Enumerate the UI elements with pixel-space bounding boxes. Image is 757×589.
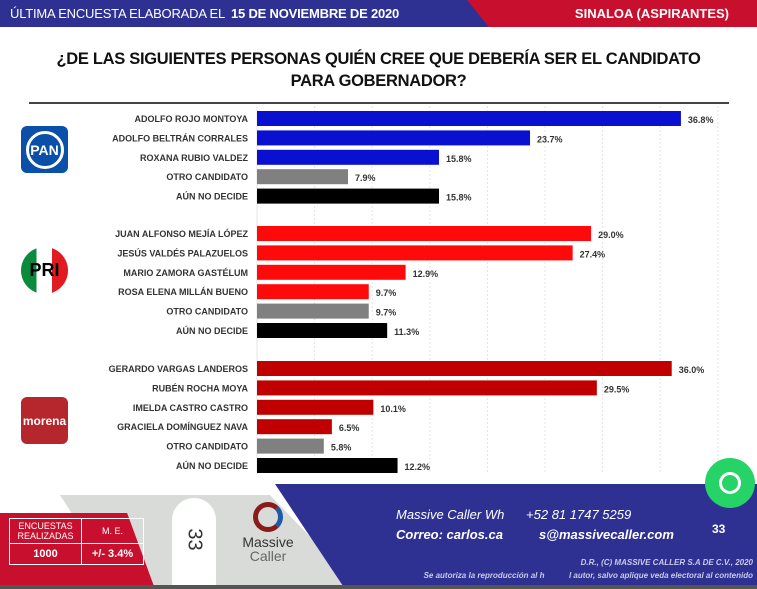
- bar-label: RUBÉN ROCHA MOYA: [152, 383, 248, 393]
- pri-logo: PRI: [21, 247, 68, 294]
- bar-label: OTRO CANDIDATO: [166, 442, 248, 452]
- whatsapp-icon[interactable]: [705, 458, 755, 508]
- bar: [257, 361, 672, 376]
- contact-info: Massive Caller Wh +52 81 1747 5259 Corre…: [396, 505, 674, 545]
- tab-page-number: 33: [183, 528, 206, 551]
- bar-label: AÚN NO DECIDE: [176, 460, 248, 471]
- data-label: 7.9%: [355, 173, 376, 183]
- bar: [257, 226, 592, 241]
- bar: [257, 169, 349, 185]
- bar: [257, 458, 398, 473]
- email: Correo: carlos.ca s@massivecaller.com: [396, 527, 674, 542]
- massive-caller-logo: Massive Caller: [238, 502, 298, 563]
- morena-logo: morena: [21, 397, 68, 444]
- bar: [257, 130, 531, 146]
- bar: [257, 111, 681, 126]
- bottom-bar: [0, 585, 757, 589]
- bar-label: ROSA ELENA MILLÁN BUENO: [118, 287, 248, 297]
- surveys-label: ENCUESTAS REALIZADAS: [9, 518, 82, 544]
- data-label: 12.9%: [413, 269, 439, 279]
- copyright: D.R., (C) MASSIVE CALLER S.A DE C.V., 20…: [313, 556, 753, 582]
- copyright-line: D.R., (C) MASSIVE CALLER S.A DE C.V., 20…: [580, 558, 753, 567]
- data-label: 9.7%: [376, 288, 397, 298]
- data-label: 10.1%: [380, 404, 406, 414]
- bar-label: JESÚS VALDÉS PALAZUELOS: [117, 247, 248, 258]
- bar: [257, 419, 332, 435]
- date-value: 15 DE NOVIEMBRE DE 2020: [231, 6, 400, 21]
- bar-label: OTRO CANDIDATO: [166, 307, 248, 317]
- survey-stats: ENCUESTAS REALIZADAS M. E. 1000 +/- 3.4%: [9, 518, 144, 565]
- data-label: 27.4%: [580, 249, 606, 259]
- logo-icon: [253, 502, 283, 532]
- data-label: 15.8%: [446, 193, 472, 203]
- bar: [257, 149, 440, 165]
- bar: [257, 284, 369, 300]
- bar-label: ROXANA RUBIO VALDEZ: [140, 153, 249, 163]
- date-prefix: ÚLTIMA ENCUESTA ELABORADA EL: [10, 6, 225, 21]
- bar: [257, 323, 388, 338]
- me-value: +/- 3.4%: [81, 543, 144, 565]
- divider: [29, 102, 729, 104]
- bar-label: MARIO ZAMORA GASTÉLUM: [123, 268, 248, 278]
- bar: [257, 264, 406, 280]
- page-tab[interactable]: 33: [172, 498, 216, 589]
- surveys-value: 1000: [9, 543, 82, 565]
- bar: [257, 438, 324, 454]
- data-label: 5.8%: [331, 443, 352, 453]
- survey-date: ÚLTIMA ENCUESTA ELABORADA EL 15 DE NOVIEM…: [10, 6, 399, 21]
- data-label: 12.2%: [405, 462, 431, 472]
- data-label: 6.5%: [339, 423, 360, 433]
- me-label: M. E.: [81, 518, 144, 544]
- bar-label: JUAN ALFONSO MEJÍA LÓPEZ: [115, 228, 248, 239]
- data-label: 29.0%: [598, 230, 624, 240]
- chart-title: ¿DE LAS SIGUIENTES PERSONAS QUIÉN CREE Q…: [56, 50, 701, 90]
- data-label: 15.8%: [446, 154, 472, 164]
- bar-label: AÚN NO DECIDE: [176, 191, 248, 202]
- header-red-band: [467, 0, 757, 27]
- bar-label: IMELDA CASTRO CASTRO: [133, 403, 248, 413]
- page-number: 33: [712, 522, 726, 536]
- data-label: 36.0%: [679, 365, 705, 375]
- pan-logo: PAN: [21, 126, 68, 173]
- bar-label: AÚN NO DECIDE: [176, 325, 248, 336]
- brand-line2: Caller: [249, 548, 287, 564]
- bar: [257, 245, 573, 261]
- bar: [257, 188, 440, 204]
- bar-label: ADOLFO BELTRÁN CORRALES: [112, 133, 248, 143]
- data-label: 11.3%: [394, 327, 419, 337]
- bar: [257, 380, 597, 396]
- bar-label: OTRO CANDIDATO: [166, 172, 248, 182]
- whatsapp-number: Massive Caller Wh +52 81 1747 5259: [396, 507, 632, 522]
- footer-blue-band: [275, 484, 757, 589]
- bar-label: GRACIELA DOMÍNGUEZ NAVA: [117, 422, 248, 432]
- region-label: SINALOA (ASPIRANTES): [574, 6, 729, 21]
- bar: [257, 303, 369, 319]
- data-label: 29.5%: [604, 384, 630, 394]
- data-label: 36.8%: [688, 115, 714, 125]
- data-label: 9.7%: [376, 308, 397, 318]
- bar-chart: ADOLFO ROJO MONTOYA 36.8% ADOLFO BELTRÁN C…: [109, 106, 719, 474]
- bar-label: GERARDO VARGAS LANDEROS: [109, 364, 248, 374]
- data-label: 23.7%: [537, 134, 563, 144]
- bar-label: ADOLFO ROJO MONTOYA: [134, 114, 248, 124]
- notice-line: Se autoriza la reproducción al h l autor…: [423, 571, 753, 580]
- brand-line1: Massive: [242, 534, 294, 550]
- bar: [257, 399, 374, 415]
